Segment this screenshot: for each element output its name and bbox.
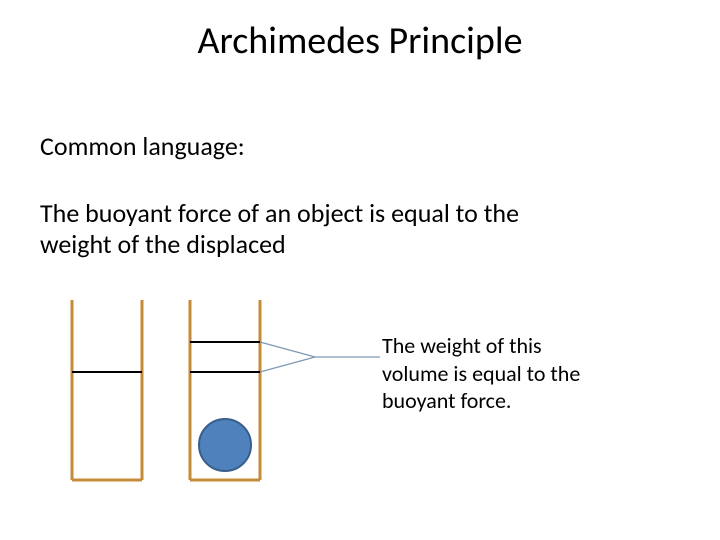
slide-title: Archimedes Principle (0, 18, 720, 64)
body-line-1: The buoyant force of an object is equal … (40, 198, 519, 229)
subtitle-text: Common language: (40, 130, 245, 162)
annotation-line-2: volume is equal to the (382, 360, 580, 388)
slide: Archimedes Principle Common language: Th… (0, 0, 720, 540)
annotation-line-3: buoyant force. (382, 387, 580, 415)
body-text: The buoyant force of an object is equal … (40, 198, 519, 260)
body-line-2: weight of the displaced (40, 229, 519, 260)
submerged-ball-icon (199, 419, 251, 471)
annotation-line-1: The weight of this (382, 332, 580, 360)
annotation-text: The weight of this volume is equal to th… (382, 332, 580, 415)
bracket-callout-icon (260, 342, 380, 372)
displacement-diagram (60, 290, 380, 500)
